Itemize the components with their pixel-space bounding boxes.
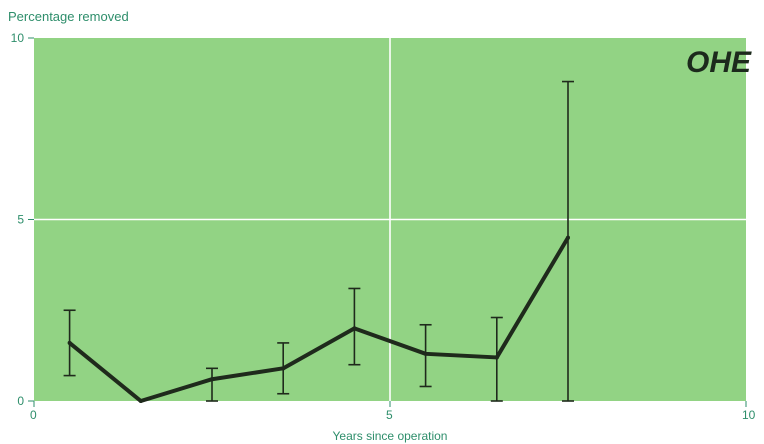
data-point [281, 366, 286, 371]
y-tick-label: 5 [17, 213, 24, 227]
y-axis-title: Percentage removed [8, 9, 129, 24]
y-tick-label: 0 [17, 394, 24, 408]
x-axis-title: Years since operation [333, 429, 448, 443]
data-point [566, 235, 570, 240]
data-point [138, 399, 143, 403]
y-tick-label: 10 [11, 31, 25, 45]
series-line-layer [63, 80, 574, 403]
data-point [210, 377, 214, 382]
x-tick-label: 5 [386, 408, 393, 422]
ohe-logo: OHE [686, 46, 752, 79]
data-point [494, 355, 499, 360]
data-point [352, 326, 357, 331]
axes: 0 5 10 0 5 10 [11, 31, 756, 422]
data-point [423, 351, 428, 356]
x-tick-label: 10 [742, 408, 756, 422]
x-tick-label: 0 [30, 408, 37, 422]
series-line [68, 236, 570, 403]
data-point [67, 340, 72, 345]
